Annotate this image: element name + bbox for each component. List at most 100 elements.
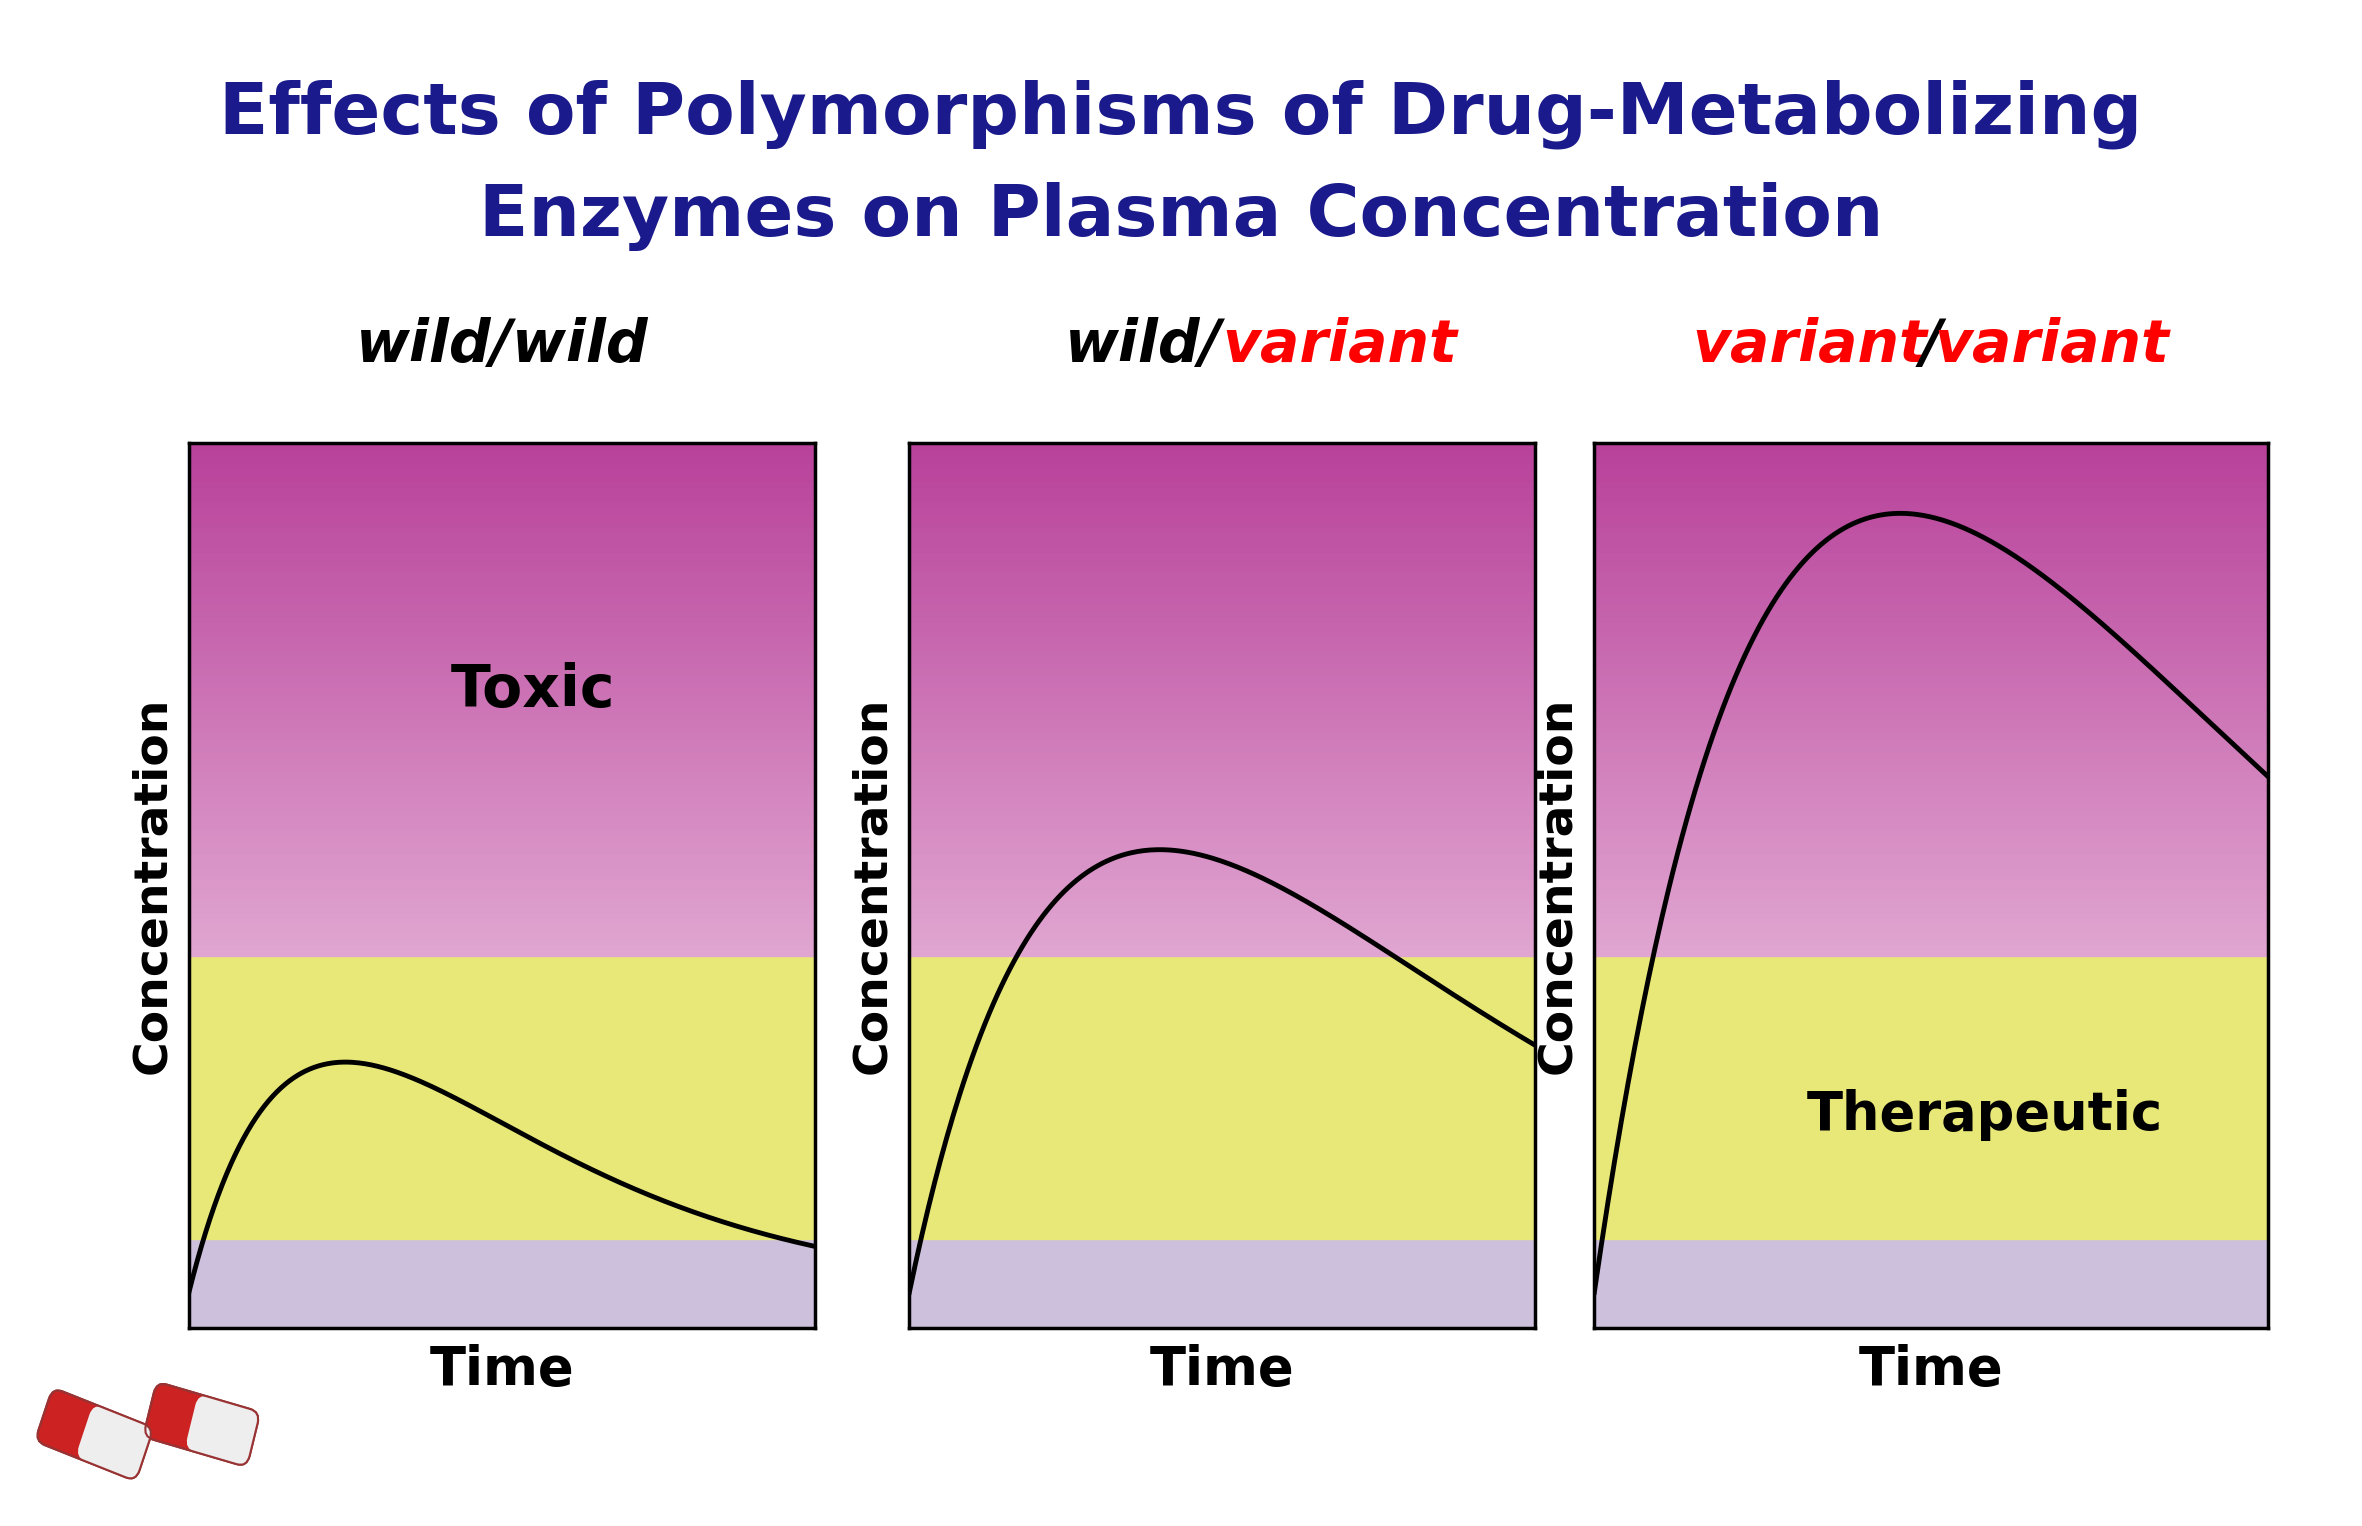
Bar <box>1594 911 2268 917</box>
Bar <box>189 955 815 1239</box>
Bar <box>909 481 1535 487</box>
Bar <box>1594 821 2268 827</box>
Bar <box>1594 641 2268 649</box>
Bar <box>1594 481 2268 487</box>
Bar <box>189 751 815 757</box>
Bar <box>189 853 815 859</box>
Bar <box>1594 841 2268 847</box>
Bar <box>189 507 815 513</box>
Bar <box>189 603 815 609</box>
Bar <box>189 551 815 559</box>
Bar <box>909 577 1535 584</box>
Bar <box>1594 899 2268 905</box>
Bar <box>1594 859 2268 867</box>
Bar <box>189 609 815 617</box>
X-axis label: Time: Time <box>1150 1344 1294 1396</box>
Bar <box>1594 519 2268 526</box>
Bar <box>1594 815 2268 821</box>
Y-axis label: Concentration: Concentration <box>1535 696 1580 1074</box>
Bar <box>909 923 1535 931</box>
Bar <box>189 821 815 827</box>
Bar <box>189 757 815 763</box>
FancyBboxPatch shape <box>38 1390 151 1479</box>
Bar <box>189 713 815 719</box>
Bar <box>1594 937 2268 943</box>
Bar <box>189 737 815 745</box>
Bar <box>189 899 815 905</box>
Bar <box>909 617 1535 623</box>
Bar <box>1594 449 2268 455</box>
Bar <box>909 777 1535 783</box>
Bar <box>909 699 1535 705</box>
Bar <box>909 443 1535 449</box>
Bar <box>909 783 1535 789</box>
Bar <box>909 835 1535 841</box>
Bar <box>1594 494 2268 501</box>
Bar <box>909 705 1535 713</box>
Bar <box>1594 879 2268 885</box>
Bar <box>189 809 815 815</box>
Bar <box>1594 745 2268 751</box>
Bar <box>189 481 815 487</box>
Bar <box>189 949 815 955</box>
Bar <box>909 687 1535 693</box>
Bar <box>189 526 815 533</box>
Bar <box>1594 487 2268 494</box>
Bar <box>909 719 1535 725</box>
Bar <box>189 923 815 931</box>
Bar <box>909 475 1535 481</box>
Bar <box>189 769 815 777</box>
Bar <box>1594 655 2268 661</box>
Bar <box>189 745 815 751</box>
Bar <box>189 827 815 835</box>
Bar <box>909 905 1535 911</box>
Bar <box>1594 731 2268 737</box>
Bar <box>1594 789 2268 795</box>
Bar <box>1594 673 2268 681</box>
Bar <box>909 468 1535 475</box>
Bar <box>909 713 1535 719</box>
Bar <box>189 859 815 867</box>
Bar <box>1594 597 2268 603</box>
Bar <box>189 487 815 494</box>
Bar <box>189 705 815 713</box>
Bar <box>189 841 815 847</box>
Bar <box>189 641 815 649</box>
Text: wild/wild: wild/wild <box>357 317 647 374</box>
Bar <box>189 777 815 783</box>
Bar <box>909 731 1535 737</box>
Bar <box>1594 623 2268 629</box>
Bar <box>909 841 1535 847</box>
Bar <box>1594 719 2268 725</box>
X-axis label: Time: Time <box>430 1344 574 1396</box>
Bar <box>189 789 815 795</box>
Bar <box>909 789 1535 795</box>
Bar <box>909 853 1535 859</box>
Bar <box>189 783 815 789</box>
Bar <box>1594 847 2268 853</box>
Bar <box>1594 751 2268 757</box>
Bar <box>909 584 1535 591</box>
Bar <box>909 507 1535 513</box>
FancyBboxPatch shape <box>144 1384 257 1465</box>
Text: variant: variant <box>1694 317 1927 374</box>
Bar <box>909 649 1535 655</box>
Bar <box>909 757 1535 763</box>
Bar <box>909 937 1535 943</box>
Text: Toxic: Toxic <box>451 662 616 719</box>
Bar <box>1594 777 2268 783</box>
Bar <box>1594 693 2268 699</box>
Bar <box>909 494 1535 501</box>
Bar <box>909 597 1535 603</box>
Bar <box>189 617 815 623</box>
Bar <box>1594 853 2268 859</box>
Bar <box>189 687 815 693</box>
Bar <box>189 462 815 468</box>
Bar <box>189 468 815 475</box>
Bar <box>909 603 1535 609</box>
Bar <box>189 494 815 501</box>
Bar <box>1594 667 2268 673</box>
Bar <box>1594 873 2268 879</box>
Bar <box>189 873 815 879</box>
Bar <box>189 623 815 629</box>
